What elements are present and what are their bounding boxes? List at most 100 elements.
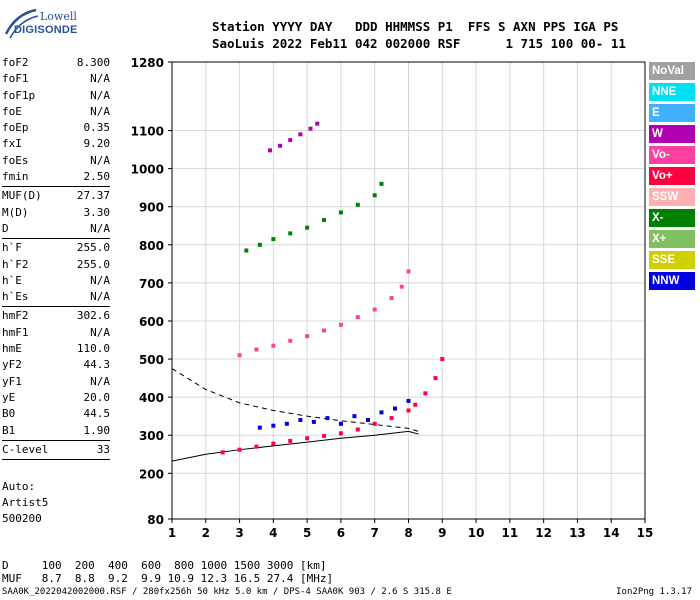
param-value: 255.0 [76,257,110,271]
param-value: 255.0 [76,241,110,255]
data-point-x [355,202,360,207]
header-line1: Station YYYY DAY DDD HHMMSS P1 FFS S AXN… [212,19,619,34]
param-value: 33 [96,442,110,456]
param-value: N/A [90,88,110,102]
param-row: foEp 0.35 [2,120,110,136]
data-point-nnw [298,417,303,422]
data-point-nnw [271,423,276,428]
y-tick-label: 400 [139,391,164,405]
param-row: hmF1 N/A [2,325,110,341]
param-row: yF1 N/A [2,374,110,390]
param-name: fmin [2,170,29,184]
param-name: foEp [2,121,29,135]
param-row: B1 1.90 [2,423,110,439]
x-tick-label: 7 [371,526,379,540]
param-value: N/A [90,104,110,118]
param-value: 44.5 [83,407,111,421]
legend-item-xminus: X- [649,209,695,227]
data-point-vo [389,416,394,421]
data-point-vo [220,450,225,455]
param-row: foEs N/A [2,153,110,169]
data-point-nnw [325,416,330,421]
profile-line [171,430,419,462]
data-point-x [288,231,293,236]
param-value: N/A [90,325,110,339]
y-tick-label: 200 [139,467,164,481]
data-point-x [305,225,310,230]
data-point-vo [237,353,242,358]
x-tick-label: 11 [502,526,519,540]
x-tick-label: 14 [603,526,620,540]
param-separator [2,186,110,188]
param-name: M(D) [2,205,29,219]
param-name: foF2 [2,56,29,69]
logo-swoosh-icon [4,8,39,39]
param-separator [2,459,110,461]
param-name: B1 [2,423,16,437]
param-row: h`E N/A [2,273,110,289]
y-tick-label: 1100 [131,125,164,139]
param-row: D N/A [2,221,110,237]
x-tick-label: 5 [303,526,311,540]
logo-line1: Lowell [40,10,77,23]
data-point-vo [413,402,418,407]
data-point-vo [338,322,343,327]
data-point-w [278,143,283,148]
param-value: 110.0 [76,342,110,356]
legend-item-e: E [649,104,695,122]
param-value: 1.90 [83,423,111,437]
param-value: N/A [90,290,110,304]
data-point-nnw [338,421,343,426]
param-row: yE 20.0 [2,390,110,406]
data-point-vo [433,376,438,381]
version-label: Ion2Png 1.3.17 [616,587,692,597]
autoscale-line2: Artist5 [2,496,49,509]
x-tick-label: 13 [569,526,586,540]
file-info-footer: SAA0K_2022042002000.RSF / 280fx256h 50 k… [2,587,452,597]
legend-item-xplus: X+ [649,230,695,248]
data-point-nnw [365,417,370,422]
data-point-nnw [392,406,397,411]
legend-item-noval: NoVal [649,62,695,80]
param-separator [2,238,110,240]
y-tick-label: 300 [139,429,164,443]
param-row: C-level 33 [2,442,110,458]
param-value: 44.3 [83,358,111,372]
data-point-nnw [257,425,262,430]
param-row: h`Es N/A [2,289,110,305]
x-tick-label: 8 [404,526,412,540]
param-name: foE [2,104,22,118]
data-point-nnw [311,419,316,424]
x-tick-label: 2 [202,526,210,540]
y-tick-label: 600 [139,315,164,329]
param-name: h`Es [2,290,29,304]
legend-item-w: W [649,125,695,143]
param-name: D [2,221,9,235]
muf-table-distance-row: D 100 200 400 600 800 1000 1500 3000 [km… [2,559,327,572]
data-point-vo [288,338,293,343]
param-name: h`F2 [2,257,29,271]
data-point-vo [389,296,394,301]
data-point-x [338,210,343,215]
param-value: N/A [90,374,110,388]
param-row: yF2 44.3 [2,357,110,373]
y-tick-label: 700 [139,277,164,291]
lowell-digisonde-logo: Lowell DIGISONDE [2,4,112,44]
data-point-vo [372,421,377,426]
param-name: yF2 [2,358,22,372]
x-tick-label: 10 [468,526,485,540]
data-point-vo [338,431,343,436]
param-row: foE N/A [2,104,110,120]
data-point-x [257,242,262,247]
data-point-vo [254,444,259,449]
data-point-vo [271,441,276,446]
param-name: foF1p [2,88,36,102]
legend-item-nnw: NNW [649,272,695,290]
y-tick-label: 80 [147,513,164,527]
legend-item-vominus: Vo- [649,146,695,164]
data-point-vo [440,357,445,362]
data-point-w [288,138,293,143]
param-row: foF2 8.300 [2,55,110,71]
param-name: hmF2 [2,309,29,323]
